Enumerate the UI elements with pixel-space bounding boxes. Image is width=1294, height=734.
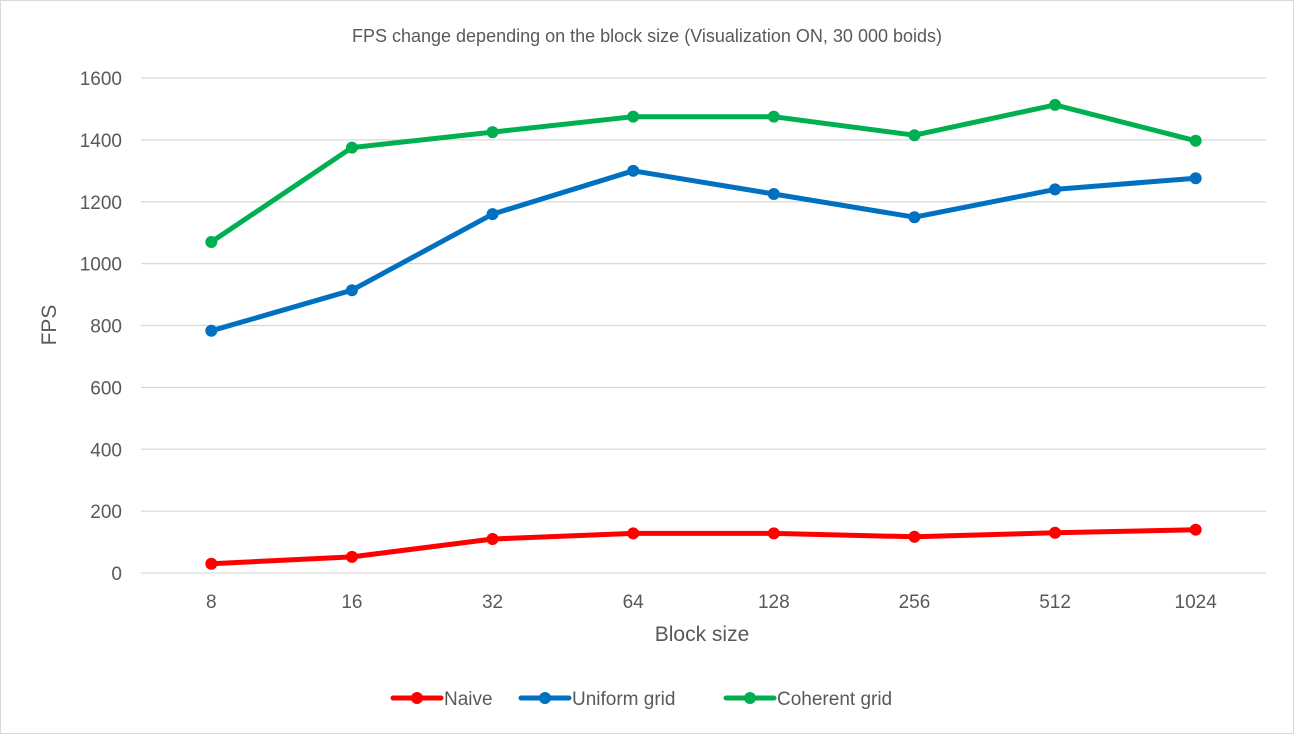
- y-tick-label: 0: [111, 564, 122, 585]
- data-point-uniform-grid: [767, 188, 780, 201]
- y-tick-label: 600: [90, 378, 122, 399]
- data-point-uniform-grid: [627, 164, 640, 177]
- y-tick-label: 400: [90, 440, 122, 461]
- y-tick-label: 800: [90, 317, 122, 338]
- legend-swatch-marker: [411, 692, 423, 704]
- x-tick-label: 64: [623, 592, 645, 613]
- legend-item-coherent-grid: Coherent grid: [723, 689, 892, 710]
- x-tick-label: 32: [482, 592, 503, 613]
- x-tick-label: 512: [1039, 592, 1071, 613]
- gridlines: [141, 77, 1266, 574]
- y-tick-label: 1400: [80, 131, 122, 152]
- x-tick-label: 256: [899, 592, 931, 613]
- data-point-naive: [627, 527, 640, 540]
- legend-label: Uniform grid: [572, 689, 675, 710]
- x-tick-label: 128: [758, 592, 790, 613]
- data-point-coherent-grid: [627, 110, 640, 123]
- x-axis-tick-labels: 8 16 32 64 128 256 512 1024: [206, 592, 1217, 613]
- legend: Naive Uniform grid Coherent grid: [390, 689, 892, 710]
- data-point-coherent-grid: [486, 126, 499, 139]
- legend-item-uniform-grid: Uniform grid: [518, 689, 675, 710]
- data-point-naive: [1049, 526, 1062, 539]
- data-point-uniform-grid: [486, 208, 499, 221]
- y-tick-label: 1600: [80, 69, 122, 90]
- y-axis-title: FPS: [38, 305, 61, 346]
- data-point-naive: [767, 527, 780, 540]
- series-line-uniform-grid: [208, 168, 1199, 334]
- data-point-uniform-grid: [1189, 172, 1202, 185]
- chart-title: FPS change depending on the block size (…: [352, 26, 942, 46]
- x-axis-title: Block size: [655, 623, 750, 646]
- data-point-naive: [345, 550, 358, 563]
- y-tick-label: 1000: [80, 255, 122, 276]
- series-uniform-grid: [205, 164, 1202, 337]
- data-point-naive: [486, 532, 499, 545]
- x-tick-label: 1024: [1175, 592, 1218, 613]
- data-point-coherent-grid: [1049, 98, 1062, 111]
- legend-item-naive: Naive: [390, 689, 493, 710]
- series-line-naive: [208, 527, 1199, 567]
- series-line-coherent-grid: [208, 102, 1199, 245]
- data-point-naive: [908, 530, 921, 543]
- data-point-naive: [1189, 523, 1202, 536]
- y-tick-label: 200: [90, 502, 122, 523]
- data-point-uniform-grid: [908, 211, 921, 224]
- y-tick-label: 1200: [80, 193, 122, 214]
- data-point-coherent-grid: [205, 235, 218, 248]
- x-tick-label: 8: [206, 592, 217, 613]
- data-point-coherent-grid: [345, 141, 358, 154]
- series-lines: [205, 98, 1202, 570]
- data-point-naive: [205, 557, 218, 570]
- legend-label: Coherent grid: [777, 689, 892, 710]
- series-naive: [205, 523, 1202, 570]
- data-point-coherent-grid: [1189, 134, 1202, 147]
- data-point-coherent-grid: [908, 129, 921, 142]
- y-axis-tick-labels: 0 200 400 600 800 1000 1200 1400 1600: [80, 69, 122, 585]
- data-point-uniform-grid: [205, 324, 218, 337]
- data-point-uniform-grid: [345, 284, 358, 297]
- x-tick-label: 16: [341, 592, 362, 613]
- legend-swatch-marker: [539, 692, 551, 704]
- legend-label: Naive: [444, 689, 493, 710]
- data-point-uniform-grid: [1049, 183, 1062, 196]
- series-coherent-grid: [205, 98, 1202, 248]
- data-point-coherent-grid: [767, 110, 780, 123]
- legend-swatch-marker: [744, 692, 756, 704]
